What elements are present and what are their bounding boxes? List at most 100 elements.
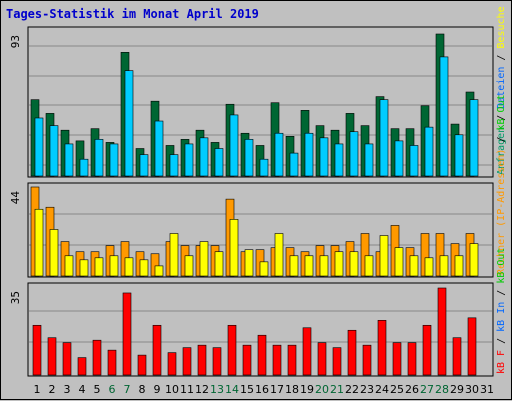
legend-entry: /: [496, 109, 507, 127]
legend-entry: kB Out: [496, 248, 507, 284]
bar-bottom-kb-f-day-30: [467, 317, 477, 376]
x-tick-label: 3: [64, 383, 71, 396]
bar-bottom-kb-f-day-14: [227, 324, 237, 376]
bar-top-dateien-day-28: [439, 56, 449, 177]
x-tick-label: 1: [34, 383, 41, 396]
bar-bottom-kb-f-day-21: [332, 347, 342, 376]
bar-middle-besuche-day-3: [64, 255, 74, 277]
bar-top-dateien-day-12: [199, 137, 209, 177]
bar-top-dateien-day-10: [169, 154, 179, 177]
x-tick-label: 8: [139, 383, 146, 396]
legend-entry: kB In: [496, 302, 507, 332]
bar-top-dateien-day-25: [394, 140, 404, 177]
bar-bottom-kb-f-day-7: [122, 292, 132, 376]
x-tick-label: 27: [420, 383, 434, 396]
legend-entry: Dateien: [496, 67, 507, 109]
bar-top-dateien-day-3: [64, 143, 74, 177]
bar-middle-besuche-day-26: [409, 255, 419, 277]
bar-middle-besuche-day-28: [439, 255, 449, 277]
bar-bottom-kb-f-day-23: [362, 344, 372, 376]
bar-middle-besuche-day-4: [79, 259, 89, 277]
x-tick-label: 29: [450, 383, 464, 396]
bar-middle-besuche-day-25: [394, 247, 404, 277]
bar-bottom-kb-f-day-19: [302, 327, 312, 376]
x-tick-label: 13: [210, 383, 224, 396]
bar-top-dateien-day-13: [214, 148, 224, 177]
legend-entry: /: [496, 332, 507, 350]
legend-entry: kB Out: [496, 94, 507, 130]
legend-top: Anfragen / Dateien / Besuche: [496, 6, 507, 175]
x-tick-label: 9: [154, 383, 161, 396]
bar-bottom-kb-f-day-24: [377, 320, 387, 376]
bar-middle-besuche-day-27: [424, 257, 434, 277]
x-tick-label: 2: [49, 383, 56, 396]
x-tick-label: 30: [465, 383, 479, 396]
x-tick-label: 5: [94, 383, 101, 396]
x-tick-label: 26: [405, 383, 419, 396]
x-tick-label: 14: [225, 383, 239, 396]
bar-bottom-kb-f-day-9: [152, 324, 162, 376]
bar-top-dateien-day-23: [364, 143, 374, 177]
bar-middle-besuche-day-15: [244, 249, 254, 277]
bar-top-dateien-day-16: [259, 158, 269, 177]
y-max-label: 93: [9, 35, 22, 48]
bar-middle-besuche-day-24: [379, 235, 389, 277]
bar-bottom-kb-f-day-16: [257, 334, 267, 376]
y-max-label: 35: [9, 291, 22, 304]
x-tick-label: 31: [480, 383, 494, 396]
bar-middle-besuche-day-29: [454, 255, 464, 277]
x-tick-label: 20: [315, 383, 329, 396]
bar-bottom-kb-f-day-8: [137, 354, 147, 376]
bar-bottom-kb-f-day-17: [272, 344, 282, 376]
legend-entry: /: [496, 131, 507, 149]
bar-top-dateien-day-11: [184, 143, 194, 177]
bar-middle-besuche-day-13: [214, 251, 224, 277]
x-tick-label: 21: [330, 383, 344, 396]
x-tick-label: 10: [165, 383, 179, 396]
bar-top-dateien-day-27: [424, 126, 434, 177]
bar-middle-besuche-day-8: [139, 259, 149, 277]
bar-bottom-kb-f-day-11: [182, 347, 192, 376]
x-tick-label: 6: [109, 383, 116, 396]
bar-bottom-kb-f-day-25: [392, 342, 402, 376]
bar-bottom-kb-f-day-10: [167, 352, 177, 376]
bar-top-dateien-day-4: [79, 158, 89, 177]
bar-bottom-kb-f-day-27: [422, 324, 432, 376]
legend-entry: Rechner (IP-Adressen): [496, 149, 507, 275]
bar-bottom-kb-f-day-18: [287, 344, 297, 376]
bar-top-dateien-day-5: [94, 139, 104, 177]
bar-bottom-kb-f-day-1: [32, 324, 42, 376]
bar-middle-besuche-day-10: [169, 233, 179, 277]
legend-middle: Rechner (IP-Adressen) / kB Out: [496, 94, 507, 275]
bar-middle-besuche-day-18: [289, 255, 299, 277]
bar-middle-besuche-day-7: [124, 257, 134, 277]
bar-bottom-kb-f-day-29: [452, 337, 462, 376]
x-tick-label: 24: [375, 383, 389, 396]
bar-bottom-kb-f-day-15: [242, 344, 252, 376]
bar-top-dateien-day-21: [334, 143, 344, 177]
x-tick-label: 7: [124, 383, 131, 396]
bar-middle-besuche-day-9: [154, 265, 164, 277]
bar-bottom-kb-f-day-5: [92, 339, 102, 376]
bar-top-dateien-day-26: [409, 145, 419, 177]
x-tick-label: 16: [255, 383, 269, 396]
bar-middle-besuche-day-12: [199, 241, 209, 277]
bar-top-dateien-day-7: [124, 70, 134, 177]
bar-bottom-kb-f-day-20: [317, 342, 327, 376]
bar-bottom-kb-f-day-2: [47, 337, 57, 376]
bar-middle-besuche-day-23: [364, 255, 374, 277]
bar-top-dateien-day-8: [139, 154, 149, 177]
bar-middle-besuche-day-2: [49, 229, 59, 277]
bar-top-dateien-day-15: [244, 139, 254, 177]
x-tick-label: 17: [270, 383, 284, 396]
bar-bottom-kb-f-day-22: [347, 329, 357, 376]
bar-middle-besuche-day-19: [304, 255, 314, 277]
x-tick-label: 18: [285, 383, 299, 396]
bar-top-dateien-day-6: [109, 143, 119, 177]
x-tick-label: 19: [300, 383, 314, 396]
bar-middle-besuche-day-22: [349, 251, 359, 277]
bar-top-dateien-day-18: [289, 152, 299, 177]
bar-middle-besuche-day-17: [274, 233, 284, 277]
